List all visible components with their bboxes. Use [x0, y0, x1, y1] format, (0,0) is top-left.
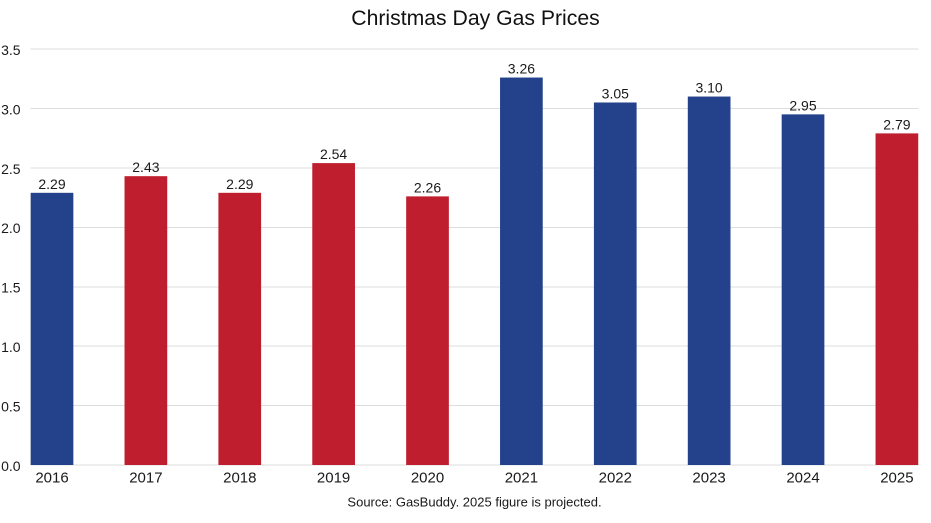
svg-text:3.0: 3.0 — [1, 101, 21, 117]
svg-text:2.29: 2.29 — [38, 176, 65, 192]
svg-text:2017: 2017 — [129, 470, 162, 487]
svg-text:2018: 2018 — [223, 470, 256, 487]
svg-text:2024: 2024 — [786, 470, 819, 487]
svg-text:Source: GasBuddy. 2025 figure: Source: GasBuddy. 2025 figure is project… — [347, 495, 601, 510]
svg-text:2019: 2019 — [317, 470, 350, 487]
svg-text:2021: 2021 — [505, 470, 538, 487]
svg-text:2.43: 2.43 — [132, 159, 159, 175]
svg-text:2.0: 2.0 — [1, 220, 21, 236]
svg-text:2020: 2020 — [411, 470, 444, 487]
svg-text:1.0: 1.0 — [1, 339, 21, 355]
svg-text:3.26: 3.26 — [508, 61, 535, 77]
svg-text:0.0: 0.0 — [1, 458, 21, 474]
svg-text:2016: 2016 — [35, 470, 68, 487]
svg-text:0.5: 0.5 — [1, 399, 21, 415]
svg-text:1.5: 1.5 — [1, 280, 21, 296]
svg-text:3.05: 3.05 — [602, 86, 629, 102]
svg-text:Christmas Day Gas Prices: Christmas Day Gas Prices — [351, 7, 599, 30]
svg-text:2.54: 2.54 — [320, 146, 347, 162]
svg-text:2.79: 2.79 — [883, 116, 910, 132]
svg-text:2.29: 2.29 — [226, 176, 253, 192]
svg-text:2.26: 2.26 — [414, 179, 441, 195]
svg-text:3.5: 3.5 — [1, 42, 21, 58]
svg-text:3.10: 3.10 — [695, 80, 722, 96]
svg-text:2025: 2025 — [880, 470, 913, 487]
svg-text:2.5: 2.5 — [1, 161, 21, 177]
svg-text:2022: 2022 — [599, 470, 632, 487]
svg-text:2023: 2023 — [692, 470, 725, 487]
svg-text:2.95: 2.95 — [789, 97, 816, 113]
